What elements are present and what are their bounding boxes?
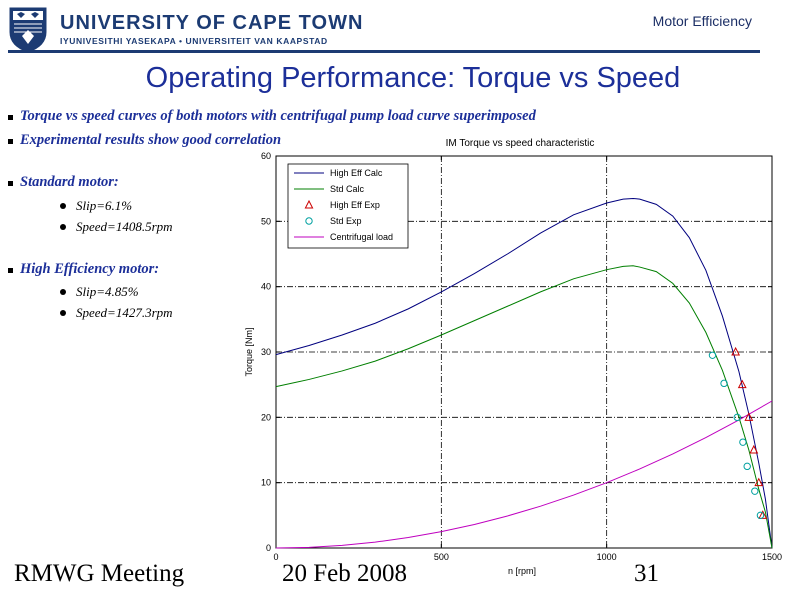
data-point <box>708 351 717 359</box>
series-line <box>275 197 773 549</box>
plot-area <box>276 156 772 548</box>
bullet-item: Experimental results show good correlati… <box>7 132 282 148</box>
data-point <box>751 487 759 495</box>
y-tick-label: 40 <box>261 282 271 292</box>
legend-entry: Std Calc <box>330 184 365 194</box>
y-tick-label: 20 <box>261 412 271 422</box>
footer-date: 20 Feb 2008 <box>282 560 407 587</box>
data-point <box>756 511 765 520</box>
legend-entry: High Eff Calc <box>330 168 383 178</box>
slide-topic: Motor Efficiency <box>652 13 752 29</box>
university-name: UNIVERSITY OF CAPE TOWN <box>60 12 364 34</box>
legend-box <box>287 163 409 249</box>
data-point <box>739 438 747 446</box>
data-point <box>754 477 764 487</box>
legend-entry: Std Exp <box>330 216 362 226</box>
y-tick-label: 30 <box>261 347 271 357</box>
footer-meeting: RMWG Meeting <box>14 560 185 587</box>
series-line <box>275 400 773 549</box>
university-subtitle: IYUNIVESITHI YASEKAPA • UNIVERSITEIT VAN… <box>60 36 328 46</box>
x-tick-label: 1000 <box>597 552 617 562</box>
legend-entry: High Eff Exp <box>330 200 380 210</box>
x-tick-label: 0 <box>273 552 278 562</box>
sub-bullet-item: Slip=4.85% <box>60 284 139 299</box>
y-tick-label: 10 <box>261 478 271 488</box>
data-point <box>743 462 751 471</box>
sub-bullet-item: Speed=1408.5rpm <box>60 219 173 234</box>
y-tick-label: 0 <box>266 543 271 553</box>
legend-swatch <box>304 199 314 209</box>
header-divider <box>8 50 760 53</box>
x-axis-label: n [rpm] <box>508 566 536 576</box>
legend-entry: Centrifugal load <box>330 232 393 242</box>
slide-title: Operating Performance: Torque vs Speed <box>145 62 681 94</box>
sub-bullet-item: Speed=1427.3rpm <box>60 305 173 320</box>
bullet-item: High Efficiency motor: <box>7 261 160 277</box>
y-axis-label: Torque [Nm] <box>244 327 254 376</box>
chart-title: IM Torque vs speed characteristic <box>446 138 595 149</box>
data-point <box>733 413 741 422</box>
series-line <box>275 265 773 549</box>
bullet-item: Torque vs speed curves of both motors wi… <box>8 108 536 124</box>
data-point <box>758 510 768 519</box>
data-point <box>744 412 754 421</box>
legend-swatch <box>305 217 313 225</box>
data-point <box>737 379 747 389</box>
footer-page-number: 31 <box>634 560 659 587</box>
y-tick-label: 50 <box>261 216 271 226</box>
data-point <box>749 444 759 454</box>
y-tick-label: 60 <box>261 151 271 161</box>
x-tick-label: 500 <box>434 552 449 562</box>
data-point <box>720 379 728 388</box>
x-tick-label: 1500 <box>762 552 782 562</box>
data-point <box>731 346 741 356</box>
bullet-item: Standard motor: <box>8 174 119 190</box>
uct-crest-logo <box>9 7 47 53</box>
sub-bullet-item: Slip=6.1% <box>59 198 133 213</box>
plot-frame <box>275 155 773 549</box>
